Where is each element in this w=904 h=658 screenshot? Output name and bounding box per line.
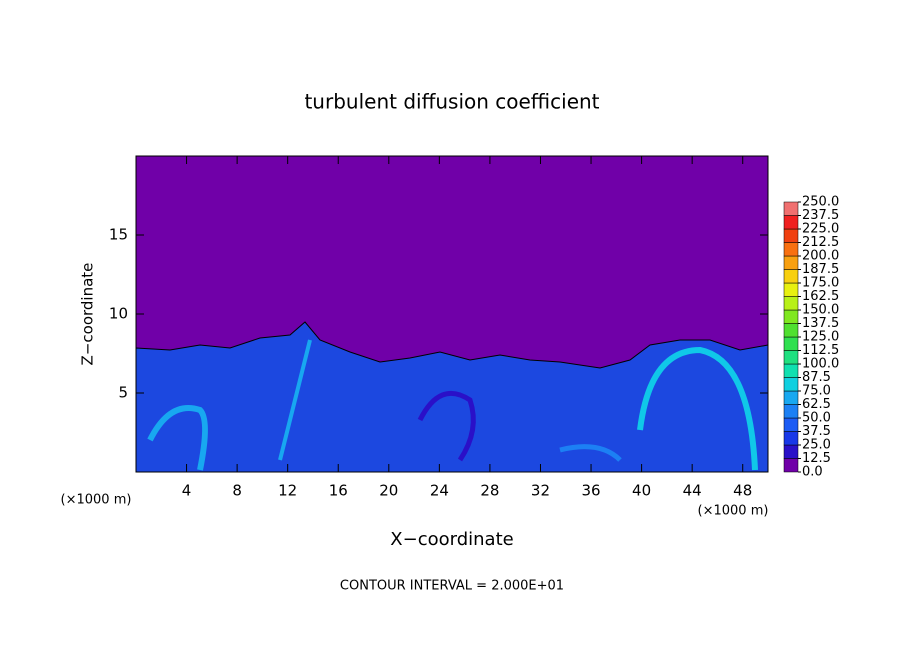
eddy bbox=[637, 346, 758, 471]
x-tick-label: 48 bbox=[733, 482, 752, 500]
colorbar-swatch bbox=[783, 296, 799, 311]
colorbar-swatch bbox=[783, 215, 799, 230]
x-unit: (×1000 m) bbox=[698, 504, 769, 519]
x-tick-label: 8 bbox=[232, 482, 242, 500]
colorbar-swatch bbox=[783, 444, 799, 459]
colorbar-label: 112.5 bbox=[802, 343, 839, 358]
x-tick-label: 40 bbox=[632, 482, 651, 500]
colorbar-label: 87.5 bbox=[802, 370, 831, 385]
colorbar-label: 25.0 bbox=[802, 438, 831, 453]
colorbar-label: 75.0 bbox=[802, 384, 831, 399]
y-tick-label: 15 bbox=[109, 226, 128, 244]
colorbar-label: 62.5 bbox=[802, 397, 831, 412]
y-axis-label: Z−coordinate bbox=[79, 263, 97, 366]
colorbar-swatch bbox=[783, 377, 799, 392]
colorbar-label: 50.0 bbox=[802, 411, 831, 426]
colorbar-swatch bbox=[783, 390, 799, 405]
x-tick-label: 36 bbox=[581, 482, 600, 500]
x-tick-label: 44 bbox=[683, 482, 702, 500]
colorbar-swatch bbox=[783, 269, 799, 284]
colorbar-label: 125.0 bbox=[802, 330, 839, 345]
colorbar-swatch bbox=[783, 431, 799, 446]
colorbar-swatch bbox=[783, 404, 799, 419]
eddy bbox=[147, 405, 208, 471]
colorbar-swatch bbox=[783, 363, 799, 378]
colorbar-label: 0.0 bbox=[802, 465, 823, 480]
colorbar-swatch bbox=[783, 201, 799, 216]
x-tick-label: 16 bbox=[329, 482, 348, 500]
x-unit: (×1000 m) bbox=[61, 493, 132, 508]
colorbar-swatch bbox=[783, 458, 799, 473]
x-tick-label: 24 bbox=[430, 482, 449, 500]
x-tick-label: 20 bbox=[379, 482, 398, 500]
colorbar-swatch bbox=[783, 228, 799, 243]
eddy bbox=[278, 339, 312, 461]
colorbar-swatch bbox=[783, 417, 799, 432]
x-tick-label: 28 bbox=[480, 482, 499, 500]
colorbar-label: 100.0 bbox=[802, 357, 839, 372]
colorbar-swatch bbox=[783, 255, 799, 270]
colorbar-swatch bbox=[783, 242, 799, 257]
eddy bbox=[417, 390, 476, 462]
colorbar-label: 200.0 bbox=[802, 249, 839, 264]
colorbar-swatch bbox=[783, 323, 799, 338]
colorbar-label: 150.0 bbox=[802, 303, 839, 318]
colorbar-label: 37.5 bbox=[802, 424, 831, 439]
colorbar-label: 12.5 bbox=[802, 451, 831, 466]
plot-area bbox=[135, 155, 769, 473]
colorbar-swatch bbox=[783, 282, 799, 297]
x-tick-label: 32 bbox=[531, 482, 550, 500]
x-tick-label: 4 bbox=[182, 482, 192, 500]
colorbar-label: 225.0 bbox=[802, 222, 839, 237]
turbulent-layer bbox=[135, 321, 769, 473]
y-tick-label: 5 bbox=[118, 384, 128, 402]
colorbar-swatch bbox=[783, 309, 799, 324]
x-axis-label: X−coordinate bbox=[390, 529, 513, 550]
y-tick-label: 10 bbox=[109, 305, 128, 323]
contour-note: CONTOUR INTERVAL = 2.000E+01 bbox=[340, 579, 564, 594]
colorbar-label: 250.0 bbox=[802, 195, 839, 210]
colorbar-swatch bbox=[783, 350, 799, 365]
colorbar-label: 175.0 bbox=[802, 276, 839, 291]
colorbar-label: 162.5 bbox=[802, 289, 839, 304]
chart-title: turbulent diffusion coefficient bbox=[304, 90, 599, 114]
colorbar-label: 212.5 bbox=[802, 235, 839, 250]
colorbar-label: 137.5 bbox=[802, 316, 839, 331]
colorbar-swatch bbox=[783, 336, 799, 351]
eddy bbox=[559, 444, 622, 462]
colorbar-label: 237.5 bbox=[802, 208, 839, 223]
colorbar-label: 187.5 bbox=[802, 262, 839, 277]
x-tick-label: 12 bbox=[278, 482, 297, 500]
